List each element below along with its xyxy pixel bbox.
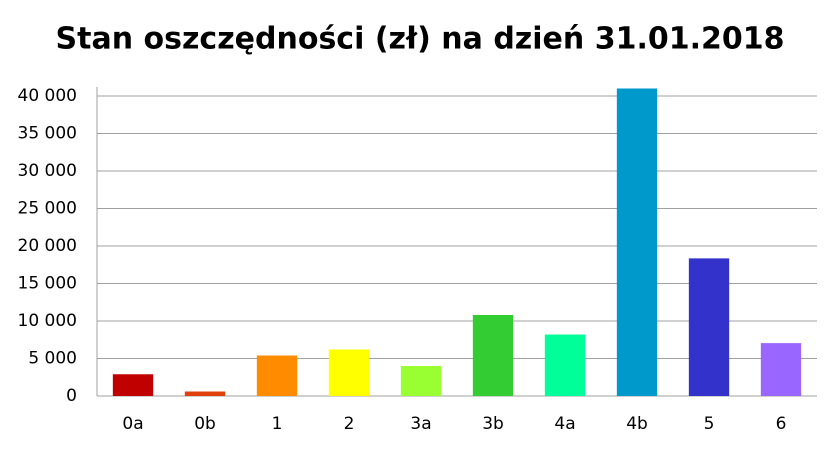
x-tick-label: 3a xyxy=(410,414,431,434)
y-tick-label: 20 000 xyxy=(18,236,77,256)
x-tick-label: 4b xyxy=(626,414,648,434)
x-tick-label: 1 xyxy=(272,414,283,434)
y-tick-label: 35 000 xyxy=(18,124,77,144)
y-tick-label: 15 000 xyxy=(18,274,77,294)
x-tick-label: 0a xyxy=(122,414,143,434)
bar xyxy=(112,374,154,396)
y-tick-label: 5 000 xyxy=(28,349,77,369)
y-tick-label: 30 000 xyxy=(18,161,77,181)
bar xyxy=(472,315,514,396)
bar xyxy=(256,355,298,396)
x-tick-label: 4a xyxy=(554,414,575,434)
y-tick-label: 10 000 xyxy=(18,311,77,331)
y-tick-label: 0 xyxy=(66,386,77,406)
x-tick-label: 2 xyxy=(344,414,355,434)
bar xyxy=(616,88,658,396)
x-tick-label: 6 xyxy=(776,414,787,434)
y-tick-label: 25 000 xyxy=(18,199,77,219)
x-tick-label: 0b xyxy=(194,414,216,434)
bar xyxy=(400,366,442,396)
bar xyxy=(688,258,730,396)
bar xyxy=(184,391,226,396)
bar xyxy=(328,349,370,396)
bar xyxy=(760,343,802,396)
x-tick-label: 5 xyxy=(704,414,715,434)
bar xyxy=(544,334,586,396)
chart-title: Stan oszczędności (zł) na dzień 31.01.20… xyxy=(56,22,785,57)
x-tick-label: 3b xyxy=(482,414,504,434)
y-tick-label: 40 000 xyxy=(18,86,77,106)
